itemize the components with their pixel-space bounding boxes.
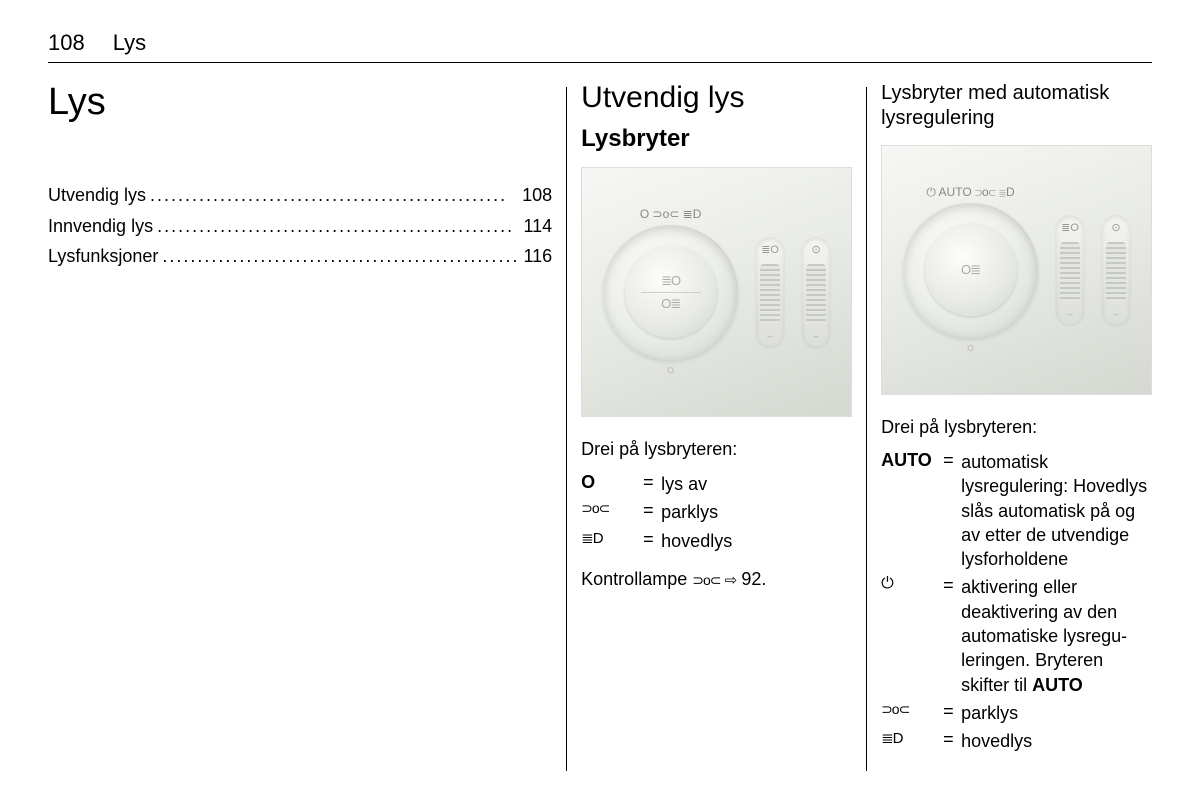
page-number: 108: [48, 30, 85, 56]
legend-equals: =: [943, 701, 961, 722]
column-toc: Lys Utvendig lys 108 Innvendig lys 114 L…: [48, 81, 566, 771]
brightness-icon: ☼: [665, 361, 677, 376]
subsection-heading: Lysbryter: [581, 125, 852, 153]
dial-separator: [641, 292, 701, 293]
parklight-icon: ⊃o⊂: [692, 572, 720, 588]
toc-label: Innvendig lys: [48, 211, 153, 242]
legend-symbol-power: ⏻: [881, 575, 943, 593]
legend-desc: automatisk lysregulering: Hovedlys slås …: [961, 450, 1152, 571]
section-heading: Utvendig lys: [581, 81, 852, 115]
toc-dots: [153, 211, 523, 242]
legend-equals: =: [943, 450, 961, 471]
page-section-title: Lys: [113, 30, 146, 56]
legend-desc: hovedlys: [961, 729, 1152, 753]
thumbwheel-mark: –: [814, 331, 819, 341]
legend-row: ⊃o⊂ = parklys: [581, 500, 852, 524]
legend-desc: parklys: [661, 500, 852, 524]
legend-desc: hovedlys: [661, 529, 852, 553]
note-prefix: Kontrollampe: [581, 569, 692, 589]
column-auto-light: Lysbryter med automatisk lysregulering ⏻…: [867, 81, 1152, 771]
legend-row: AUTO = automatisk lysregulering: Hovedly…: [881, 450, 1152, 571]
light-switch-photo: O ⊃o⊂ ≣D ≣O O≣ ☼ ≣O – ⊙ –: [581, 167, 852, 417]
dial-knob: O≣: [925, 224, 1017, 316]
legend-equals: =: [943, 575, 961, 596]
dash-brightness-icon: ⊙: [812, 243, 821, 256]
legend-list: O = lys av ⊃o⊂ = parklys ≣D = hovedlys: [581, 472, 852, 553]
legend-equals: =: [643, 500, 661, 521]
caption-text: Drei på lysbryteren:: [881, 417, 1152, 438]
legend-symbol-off: O: [581, 472, 643, 493]
legend-desc: lys av: [661, 472, 852, 496]
thumbwheel-mark: –: [1114, 309, 1119, 319]
legend-row: ≣D = hovedlys: [881, 729, 1152, 753]
rotary-dial: O≣: [903, 203, 1038, 338]
legend-symbol-parklight: ⊃o⊂: [581, 500, 643, 517]
legend-row: ⏻ = aktivering eller deaktivering av den…: [881, 575, 1152, 696]
rotary-dial-wrap: O ⊃o⊂ ≣D ≣O O≣ ☼: [603, 225, 738, 360]
toc-row: Utvendig lys 108: [48, 180, 552, 211]
chapter-title: Lys: [48, 81, 552, 124]
legend-row: O = lys av: [581, 472, 852, 496]
legend-desc: aktivering eller deaktivering av den aut…: [961, 575, 1152, 696]
dial-position-labels: O ⊃o⊂ ≣D: [640, 207, 702, 221]
legend-desc-bold: AUTO: [1032, 675, 1083, 695]
legend-symbol-headlight: ≣D: [881, 729, 943, 747]
legend-symbol-parklight: ⊃o⊂: [881, 701, 943, 718]
caption-text: Drei på lysbryteren:: [581, 439, 852, 460]
dial-knob: ≣O O≣: [625, 246, 717, 338]
rotary-dial: ≣O O≣: [603, 225, 738, 360]
toc-dots: [146, 180, 522, 211]
legend-desc: parklys: [961, 701, 1152, 725]
thumbwheel-ridges: [1060, 242, 1080, 302]
legend-equals: =: [643, 472, 661, 493]
thumbwheel-ridges: [760, 264, 780, 324]
toc-dots: [158, 241, 523, 272]
content-columns: Lys Utvendig lys 108 Innvendig lys 114 L…: [48, 81, 1152, 771]
column-exterior-light: Utvendig lys Lysbryter O ⊃o⊂ ≣D ≣O O≣ ☼ …: [567, 81, 866, 771]
dash-brightness-icon: ⊙: [1111, 221, 1120, 234]
table-of-contents: Utvendig lys 108 Innvendig lys 114 Lysfu…: [48, 180, 552, 272]
legend-symbol-headlight: ≣D: [581, 529, 643, 547]
headlamp-level-icon: ≣O: [1061, 221, 1079, 234]
thumbwheel-mark: –: [768, 331, 773, 341]
thumbwheel-left: ≣O –: [756, 237, 784, 347]
brightness-icon: ☼: [965, 339, 977, 354]
legend-list: AUTO = automatisk lysregulering: Hovedly…: [881, 450, 1152, 754]
fog-front-icon: ≣O: [661, 273, 680, 289]
auto-light-switch-photo: ⏻ AUTO ⊃o⊂ ≣D O≣ ☼ ≣O – ⊙ –: [881, 145, 1152, 395]
thumbwheel-right: ⊙ –: [802, 237, 830, 347]
legend-equals: =: [643, 529, 661, 550]
toc-page: 114: [523, 211, 552, 242]
subsection-heading: Lysbryter med automatisk lysregulering: [881, 81, 1152, 131]
legend-row: ⊃o⊂ = parklys: [881, 701, 1152, 725]
thumbwheel-mark: –: [1068, 309, 1073, 319]
fog-rear-icon: O≣: [661, 296, 680, 312]
thumbwheel-ridges: [806, 264, 826, 324]
page-header: 108 Lys: [48, 30, 1152, 63]
thumbwheel-left: ≣O –: [1056, 215, 1084, 325]
reference-arrow-icon: ⇨: [720, 572, 741, 589]
dial-position-labels: ⏻ AUTO ⊃o⊂ ≣D: [926, 185, 1014, 200]
thumbwheel-ridges: [1106, 242, 1126, 302]
cross-reference-note: Kontrollampe ⊃o⊂ ⇨ 92.: [581, 569, 852, 590]
rotary-dial-wrap: ⏻ AUTO ⊃o⊂ ≣D O≣ ☼: [903, 203, 1038, 338]
legend-row: ≣D = hovedlys: [581, 529, 852, 553]
fog-rear-icon: O≣: [961, 262, 980, 278]
legend-symbol-auto: AUTO: [881, 450, 943, 471]
toc-row: Innvendig lys 114: [48, 211, 552, 242]
toc-row: Lysfunksjoner 116: [48, 241, 552, 272]
toc-page: 108: [522, 180, 552, 211]
note-page-ref: 92.: [741, 569, 766, 589]
headlamp-level-icon: ≣O: [761, 243, 779, 256]
legend-equals: =: [943, 729, 961, 750]
toc-label: Lysfunksjoner: [48, 241, 158, 272]
thumbwheel-right: ⊙ –: [1102, 215, 1130, 325]
toc-page: 116: [523, 241, 552, 272]
toc-label: Utvendig lys: [48, 180, 146, 211]
